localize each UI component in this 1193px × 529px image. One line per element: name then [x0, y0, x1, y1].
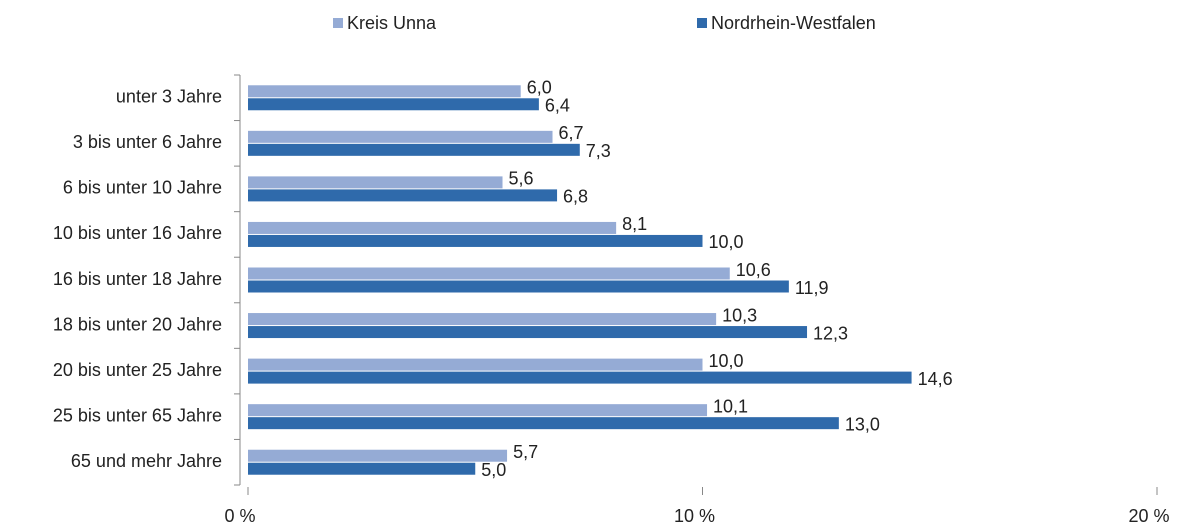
bar [248, 85, 521, 98]
bar [248, 267, 730, 280]
bar [248, 404, 708, 417]
bar [248, 98, 539, 111]
bar [248, 449, 508, 462]
y-tick-label: 16 bis unter 18 Jahre [53, 269, 222, 289]
bar [248, 280, 789, 293]
x-tick-label: 10 % [674, 506, 715, 526]
data-label: 14,6 [918, 369, 953, 389]
data-label: 10,1 [713, 396, 748, 416]
bar [248, 371, 912, 384]
bar [248, 358, 703, 371]
data-label: 10,3 [722, 305, 757, 325]
y-tick-label: 18 bis unter 20 Jahre [53, 314, 222, 334]
y-tick-label: 20 bis unter 25 Jahre [53, 360, 222, 380]
bar [248, 189, 558, 202]
y-tick-label: 65 und mehr Jahre [71, 451, 222, 471]
bar [248, 143, 580, 156]
bar [248, 462, 476, 475]
data-label: 10,6 [736, 260, 771, 280]
data-label: 10,0 [709, 232, 744, 252]
data-label: 5,7 [513, 442, 538, 462]
data-label: 6,4 [545, 96, 570, 116]
data-label: 6,0 [527, 78, 552, 98]
bar [248, 176, 503, 189]
bar [248, 221, 617, 234]
data-label: 6,8 [563, 187, 588, 207]
data-label: 7,3 [586, 141, 611, 161]
data-label: 11,9 [795, 278, 829, 298]
bar [248, 234, 703, 247]
y-tick-label: 3 bis unter 6 Jahre [73, 132, 222, 152]
data-label: 5,6 [509, 169, 534, 189]
bar [248, 313, 717, 326]
bar [248, 130, 553, 143]
y-tick-label: 6 bis unter 10 Jahre [63, 178, 222, 198]
legend-swatch [697, 18, 707, 28]
bar [248, 417, 839, 430]
legend-label: Kreis Unna [347, 13, 437, 33]
data-label: 8,1 [622, 214, 647, 234]
data-label: 5,0 [481, 460, 506, 480]
y-tick-label: 10 bis unter 16 Jahre [53, 223, 222, 243]
y-tick-label: 25 bis unter 65 Jahre [53, 405, 222, 425]
bar [248, 326, 808, 339]
data-label: 12,3 [813, 323, 848, 343]
data-label: 6,7 [559, 123, 584, 143]
y-tick-label: unter 3 Jahre [116, 87, 222, 107]
legend-label: Nordrhein-Westfalen [711, 13, 876, 33]
x-tick-label: 20 % [1128, 506, 1169, 526]
x-tick-label: 0 % [224, 506, 255, 526]
data-label: 13,0 [845, 414, 880, 434]
data-label: 10,0 [709, 351, 744, 371]
legend-swatch [333, 18, 343, 28]
